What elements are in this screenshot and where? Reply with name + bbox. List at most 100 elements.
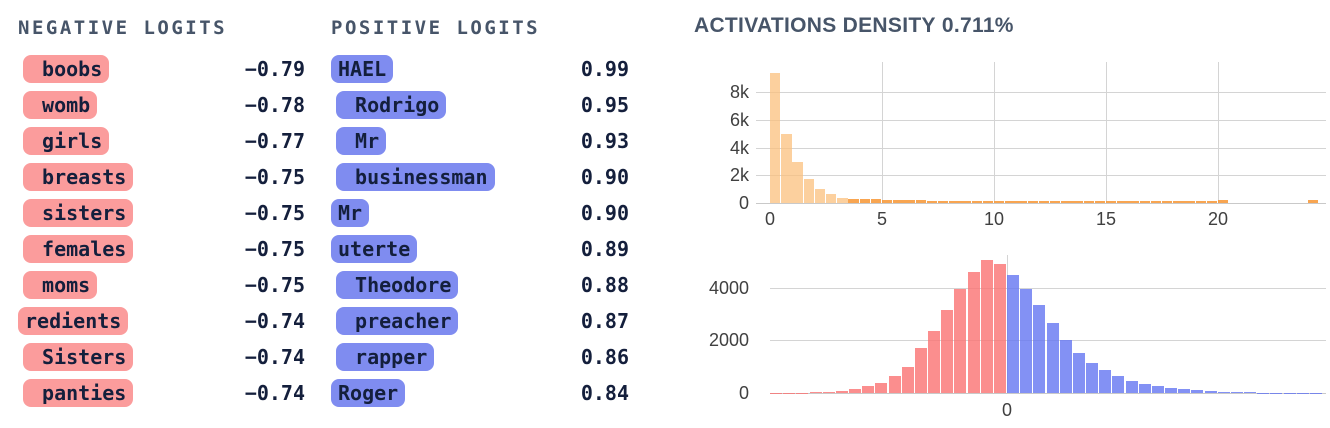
activation-histogram-bar <box>814 188 826 203</box>
positive-logit-histogram-bar <box>1151 386 1164 393</box>
activation-histogram-bar <box>1184 200 1195 203</box>
positive-logit-histogram-bar <box>1178 389 1191 393</box>
negative-logit-histogram-bar <box>809 392 822 393</box>
token-pill[interactable]: Sisters <box>23 343 134 371</box>
negative-logit-histogram-bar <box>849 389 862 393</box>
positive-logit-histogram-bar <box>1112 376 1125 393</box>
token-pill[interactable]: panties <box>23 379 134 407</box>
logit-row: sisters −0.75 <box>18 195 305 231</box>
activation-histogram-bar <box>1307 200 1318 203</box>
activation-histogram-bar <box>994 200 1005 203</box>
token-pill[interactable]: breasts <box>23 163 134 191</box>
logit-value: −0.74 <box>244 381 305 405</box>
activation-histogram-bar <box>1050 201 1061 203</box>
positive-logit-histogram-bar <box>1138 383 1151 393</box>
activation-histogram-bar <box>1083 201 1094 203</box>
activations-density-value: 0.711% <box>941 14 1014 37</box>
activation-histogram-bar <box>826 194 837 203</box>
logit-value: 0.88 <box>580 273 629 297</box>
activation-histogram-bar <box>792 162 803 203</box>
positive-logit-histogram-bar <box>1204 390 1217 393</box>
negative-logit-histogram-bar <box>901 366 914 393</box>
token-pill[interactable]: Rodrigo <box>336 91 447 119</box>
activations-density-title: ACTIVATIONS DENSITY <box>694 14 936 37</box>
token-pill[interactable]: Roger <box>331 379 406 407</box>
logit-value: −0.75 <box>244 201 305 225</box>
positive-logit-histogram-bar <box>1033 304 1046 393</box>
logit-value: −0.79 <box>244 57 305 81</box>
activation-histogram-bar <box>1150 201 1162 203</box>
logit-value: −0.77 <box>244 129 305 153</box>
activation-histogram-bar <box>1128 201 1139 203</box>
activation-histogram-bar <box>1016 200 1027 203</box>
y-tick-label: 0 <box>738 383 749 403</box>
token-pill[interactable]: females <box>23 235 134 263</box>
logit-value: −0.75 <box>244 165 305 189</box>
logit-row: breasts −0.75 <box>18 159 305 195</box>
activation-histogram-bar <box>1139 201 1150 203</box>
logit-row: HAEL 0.99 <box>331 51 629 87</box>
activation-histogram-bar <box>859 199 870 203</box>
activation-histogram-bar <box>803 178 814 203</box>
token-pill[interactable]: redients <box>18 307 129 335</box>
logit-row: Sisters −0.74 <box>18 339 305 375</box>
negative-logit-histogram-bar <box>980 260 993 393</box>
token-pill[interactable]: Mr <box>331 199 370 227</box>
token-pill[interactable]: uterte <box>331 235 418 263</box>
logit-value: −0.78 <box>244 93 305 117</box>
activation-histogram-bar <box>1072 201 1083 203</box>
token-pill[interactable]: businessman <box>336 163 495 191</box>
token-pill[interactable]: Mr <box>336 127 387 155</box>
negative-logit-histogram-bar <box>835 390 848 393</box>
logits-histogram-x-tick-zero: 0 <box>1001 400 1012 420</box>
positive-logits-list: HAEL 0.99 Rodrigo 0.95 Mr 0.93 businessman 0… <box>331 51 629 411</box>
logit-value: −0.75 <box>244 237 305 261</box>
token-pill[interactable]: preacher <box>336 307 459 335</box>
x-tick-label: 0 <box>764 209 775 229</box>
negative-logit-histogram-bar <box>888 376 901 393</box>
activation-histogram-bar <box>893 200 904 203</box>
gridline-vertical <box>1218 62 1219 203</box>
logit-row: uterte 0.89 <box>331 231 629 267</box>
positive-logit-histogram-bar <box>1072 353 1085 393</box>
logit-value: 0.90 <box>580 165 629 189</box>
token-pill[interactable]: girls <box>23 127 110 155</box>
y-tick-label: 4000 <box>708 277 749 298</box>
logit-row: rapper 0.86 <box>331 339 629 375</box>
activations-density-header: ACTIVATIONS DENSITY 0.711% <box>694 14 1014 38</box>
logit-row: boobs −0.79 <box>18 51 305 87</box>
token-pill[interactable]: moms <box>23 271 98 299</box>
logit-value: 0.93 <box>580 129 629 153</box>
logit-row: Rodrigo 0.95 <box>331 87 629 123</box>
x-tick-label: 20 <box>1207 209 1229 229</box>
logits-density-histogram-plot[interactable] <box>770 255 1326 394</box>
activations-histogram-plot[interactable] <box>756 62 1326 204</box>
activation-histogram-bar <box>904 200 915 203</box>
positive-logits-panel: POSITIVE LOGITS HAEL 0.99 Rodrigo 0.95 Mr 0… <box>331 10 629 411</box>
activation-histogram-bar <box>781 133 792 203</box>
negative-logit-histogram-bar <box>967 272 980 393</box>
positive-logit-histogram-bar <box>1191 390 1204 393</box>
activation-histogram-bar <box>982 200 994 203</box>
gridline-vertical <box>1106 62 1107 203</box>
positive-logits-header: POSITIVE LOGITS <box>331 17 541 39</box>
negative-logits-list: boobs −0.79 womb −0.78 girls −0.77 breasts −… <box>18 51 305 411</box>
token-pill[interactable]: HAEL <box>331 55 394 83</box>
y-tick-label: 6k <box>729 110 749 131</box>
activations-panel: ACTIVATIONS DENSITY 0.711% 0 2k 4k 6k 8k 0 5 1… <box>694 10 1330 428</box>
token-pill[interactable]: womb <box>23 91 98 119</box>
logit-row: womb −0.78 <box>18 87 305 123</box>
gridline-vertical <box>994 62 995 203</box>
token-pill[interactable]: sisters <box>23 199 134 227</box>
token-pill[interactable]: rapper <box>336 343 435 371</box>
activation-histogram-bar <box>1218 200 1229 203</box>
activation-histogram-bar <box>938 200 949 203</box>
negative-logit-histogram-bar <box>822 391 835 393</box>
token-pill[interactable]: Theodore <box>336 271 459 299</box>
positive-logit-histogram-bar <box>1099 370 1112 393</box>
y-tick-label: 4k <box>729 137 749 158</box>
activation-histogram-bar <box>960 200 971 203</box>
logit-row: Roger 0.84 <box>331 375 629 411</box>
token-pill[interactable]: boobs <box>23 55 110 83</box>
activation-histogram-bar <box>915 200 926 203</box>
